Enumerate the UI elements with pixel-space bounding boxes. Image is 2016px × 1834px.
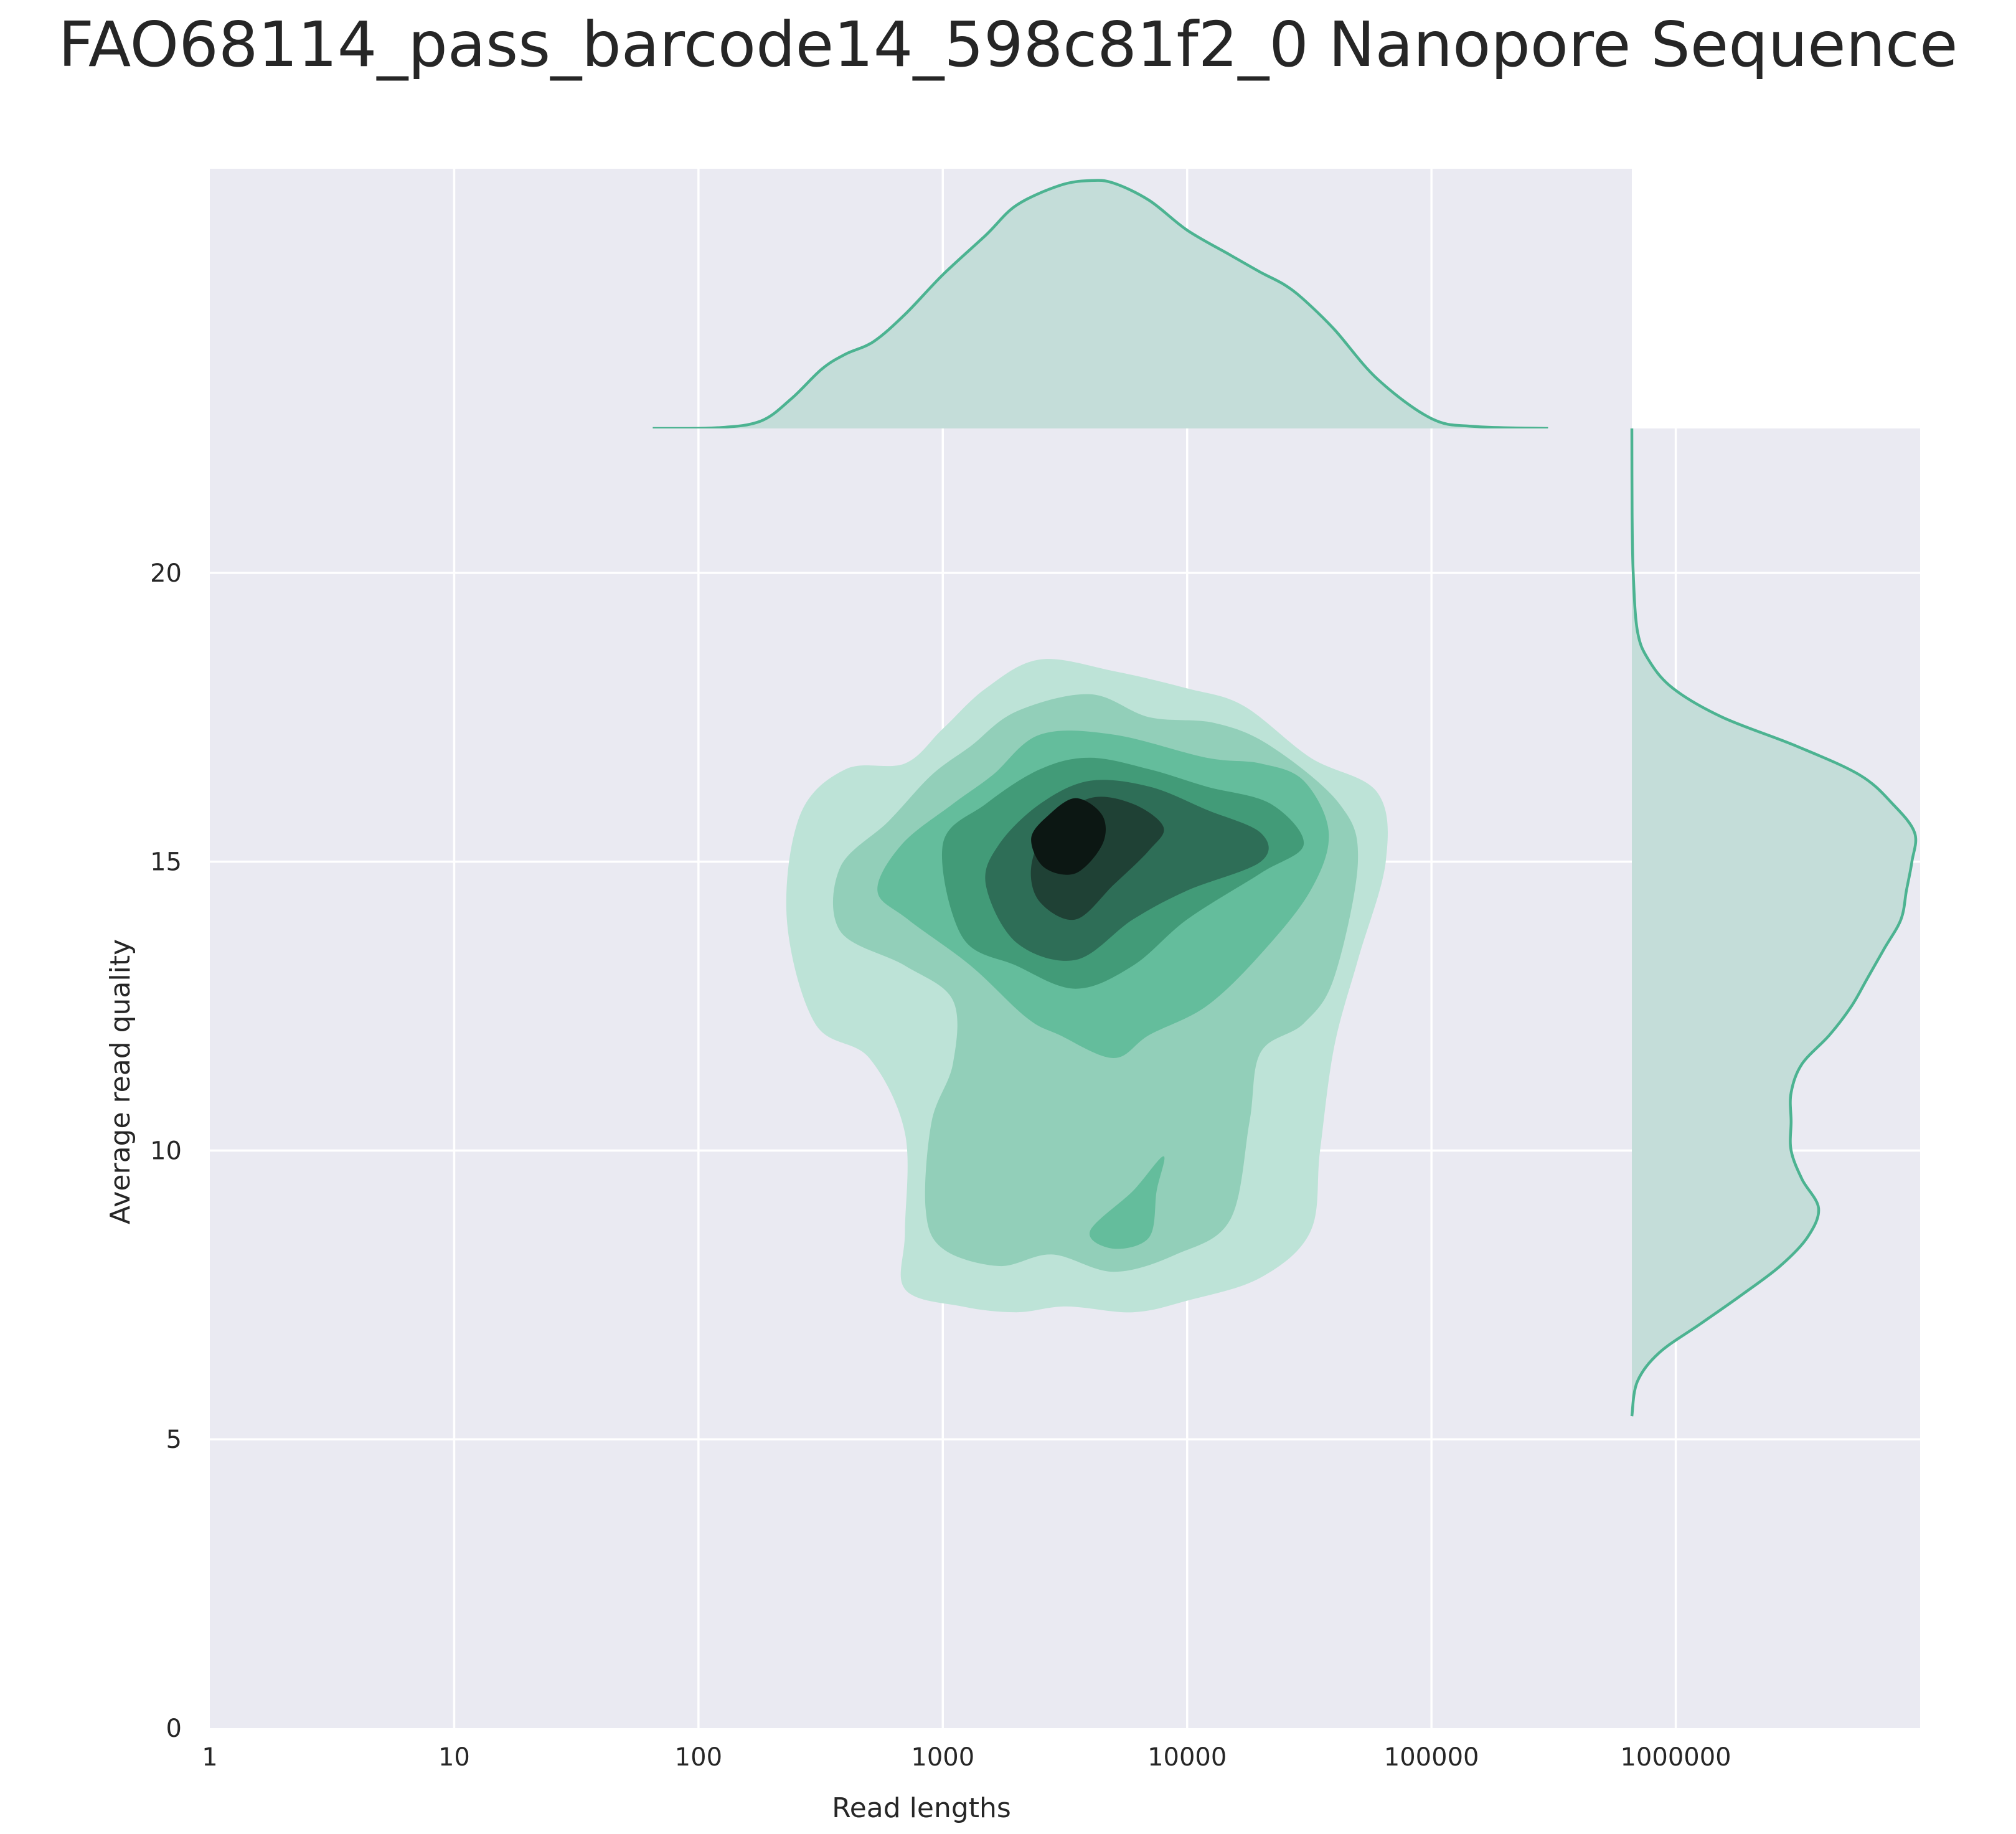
x-tick-label-3: 1000 (911, 1743, 974, 1772)
x-tick-label-1: 10 (438, 1743, 470, 1772)
x-tick-label-0: 1 (202, 1743, 217, 1772)
y-marginal-area (1632, 428, 1916, 1417)
x-tick-label-6: 1000000 (1620, 1743, 1731, 1772)
x-marginal-density (652, 179, 1548, 430)
y-tick-label-1: 5 (166, 1425, 182, 1454)
contour-level-7-7 (1031, 798, 1106, 875)
x-marginal-area (652, 180, 1548, 429)
x-tick-labels: 1 10 100 1000 10000 100000 1000000 (202, 1743, 1731, 1772)
x-tick-label-5: 100000 (1384, 1743, 1479, 1772)
x-tick-label-4: 10000 (1147, 1743, 1227, 1772)
kde-contours (786, 659, 1388, 1313)
y-tick-label-4: 20 (150, 559, 182, 588)
y-tick-label-2: 10 (150, 1137, 182, 1165)
y-tick-labels: 0 5 10 15 20 (150, 559, 182, 1743)
x-tick-label-2: 100 (675, 1743, 722, 1772)
y-tick-label-3: 15 (150, 848, 182, 877)
y-marginal-density (1630, 428, 1918, 1417)
y-tick-label-0: 0 (166, 1714, 182, 1743)
x-marginal-line (652, 179, 1548, 430)
contour-level-3-2 (1089, 1156, 1165, 1249)
y-axis-label: Average read quality (105, 939, 136, 1224)
chart-title: FAO68114_pass_barcode14_598c81f2_0 Nanop… (59, 8, 1958, 81)
y-marginal-line (1630, 428, 1918, 1417)
x-axis-label: Read lengths (832, 1792, 1011, 1824)
